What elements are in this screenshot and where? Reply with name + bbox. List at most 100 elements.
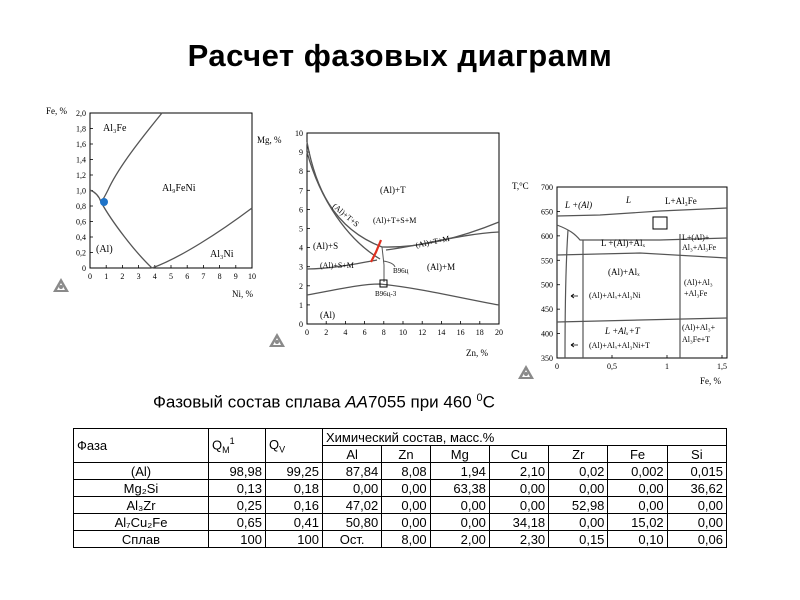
phase-cell: Mg₂Si bbox=[73, 479, 209, 497]
header-element: Cu bbox=[488, 445, 550, 463]
y-tick-label: 0,4 bbox=[76, 233, 86, 242]
x-tick-label: 3 bbox=[137, 272, 141, 281]
y-tick-label: 1,2 bbox=[76, 171, 86, 180]
composition-cell: 15,02 bbox=[607, 513, 668, 531]
composition-cell: 36,62 bbox=[666, 479, 728, 497]
header-element: Zr bbox=[548, 445, 609, 463]
y-tick-label: 0,2 bbox=[76, 249, 86, 258]
composition-cell: 0,10 bbox=[607, 530, 668, 548]
x-tick-label: 6 bbox=[363, 328, 367, 337]
composition-cell: 50,80 bbox=[321, 513, 383, 531]
header-element: Al bbox=[321, 445, 383, 463]
qm-cell: 0,13 bbox=[208, 479, 266, 497]
fe-ni-diagram: 2,0 1,8 1,6 1,4 1,2 1,0 0,8 0,6 0,4 0,2 00 1 2 3 4 5 6 7 8… bbox=[46, 106, 256, 299]
y-tick-label: 0 bbox=[82, 264, 86, 273]
region-l-al-al3fe-b: Al₃+Al₃Fe bbox=[682, 243, 717, 252]
x-tick-label: 10 bbox=[399, 328, 407, 337]
composition-cell: 0,00 bbox=[429, 496, 490, 514]
header-phase: Фаза bbox=[73, 428, 209, 463]
d2-xlabel: Zn, % bbox=[466, 348, 488, 358]
composition-cell: 0,00 bbox=[607, 496, 668, 514]
y-tick-label: 0,6 bbox=[76, 218, 86, 227]
header-element: Zn bbox=[381, 445, 431, 463]
composition-cell: 0,00 bbox=[548, 479, 609, 497]
x-tick-label: 0 bbox=[88, 272, 92, 281]
region-al-alx-al3ni-t: (Al)+Alₓ+Al₃Ni+T bbox=[589, 341, 650, 350]
composition-cell: 8,08 bbox=[381, 462, 431, 480]
region-al: (Al) bbox=[320, 310, 335, 320]
x-tick-label: 18 bbox=[476, 328, 484, 337]
region-al9feni: Al₉FeNi bbox=[162, 183, 196, 194]
region-al-al3-t-a: (Al)+Al₃+ bbox=[682, 323, 716, 332]
region-l-al3fe: L+Al₃Fe bbox=[665, 196, 697, 206]
region-al-s-m: (Al)+S+M bbox=[320, 261, 354, 270]
composition-cell: 47,02 bbox=[321, 496, 383, 514]
composition-cell: 63,38 bbox=[429, 479, 490, 497]
region-al-t: (Al)+T bbox=[380, 185, 406, 195]
software-logo-icon bbox=[269, 333, 285, 347]
y-tick-label: 400 bbox=[541, 330, 553, 339]
region-al: (Al) bbox=[96, 244, 113, 255]
x-tick-label: 7 bbox=[201, 272, 205, 281]
x-tick-label: 0 bbox=[305, 328, 309, 337]
region-al-m: (Al)+M bbox=[427, 262, 455, 272]
composition-cell: 1,94 bbox=[429, 462, 490, 480]
qv-cell: 99,25 bbox=[265, 462, 323, 480]
phase-cell: Al₇Cu₂Fe bbox=[73, 513, 209, 531]
region-al-al3-b: +Al₃Fe bbox=[684, 289, 708, 298]
composition-cell: 0,00 bbox=[381, 496, 431, 514]
header-element: Si bbox=[666, 445, 728, 463]
x-tick-label: 2 bbox=[120, 272, 124, 281]
y-tick-label: 1,4 bbox=[76, 156, 86, 165]
tie-line-highlight bbox=[370, 239, 383, 263]
y-tick-label: 1,0 bbox=[76, 187, 86, 196]
region-l-al: L +(Al) bbox=[564, 200, 592, 210]
y-tick-label: 0,8 bbox=[76, 202, 86, 211]
x-tick-label: 9 bbox=[234, 272, 238, 281]
composition-cell: 0,00 bbox=[488, 496, 550, 514]
composition-cell: 8,00 bbox=[381, 530, 431, 548]
composition-cell: Ост. bbox=[321, 530, 383, 548]
table-row: (Al) 98,98 99,25 87,84 8,08 1,94 2,10 0,02 0,002… bbox=[73, 462, 728, 480]
x-tick-label: 6 bbox=[185, 272, 189, 281]
table-caption: Фазовый состав сплава АА7055 при 460 0С bbox=[153, 392, 495, 412]
x-tick-label: 2 bbox=[324, 328, 328, 337]
qv-cell: 100 bbox=[265, 530, 323, 548]
y-tick-label: 7 bbox=[299, 186, 303, 195]
composition-cell: 0,00 bbox=[488, 479, 550, 497]
d2-ylabel: Mg, % bbox=[257, 135, 282, 145]
table-row: Al₇Cu₂Fe 0,65 0,41 50,80 0,00 0,00 34,18 0,00 15… bbox=[73, 513, 728, 531]
d3-ylabel: T,°C bbox=[512, 181, 529, 191]
header-chem: Химический состав, масс.% bbox=[322, 428, 727, 446]
x-tick-label: 8 bbox=[382, 328, 386, 337]
composition-cell: 0,00 bbox=[381, 479, 431, 497]
region-al-al3-t-b: Al₃Fe+T bbox=[682, 335, 710, 344]
y-tick-label: 450 bbox=[541, 305, 553, 314]
y-tick-label: 600 bbox=[541, 232, 553, 241]
table-row: Mg₂Si 0,13 0,18 0,00 0,00 63,38 0,00 0,00 0,00 36… bbox=[73, 479, 728, 497]
region-l-al-alx: L +(Al)+Alₓ bbox=[601, 238, 646, 248]
header-qv: QV bbox=[265, 428, 323, 463]
slide-title: Расчет фазовых диаграмм bbox=[187, 38, 613, 73]
composition-cell: 0,00 bbox=[607, 479, 668, 497]
y-tick-label: 2 bbox=[299, 282, 303, 291]
y-tick-label: 1 bbox=[299, 301, 303, 310]
software-logo-icon bbox=[53, 278, 69, 292]
y-tick-label: 10 bbox=[295, 129, 303, 138]
y-tick-label: 8 bbox=[299, 167, 303, 176]
table-row: Сплав 100 100 Ост. 8,00 2,00 2,30 0,15 0,10 0,06 bbox=[73, 530, 728, 548]
d1-xlabel: Ni, % bbox=[232, 289, 254, 299]
label-b96c: В96ц bbox=[393, 267, 409, 275]
region-al-al3-a: (Al)+Al₃ bbox=[684, 278, 713, 287]
composition-cell: 0,00 bbox=[548, 513, 609, 531]
composition-cell: 0,00 bbox=[666, 513, 728, 531]
x-tick-label: 0 bbox=[555, 362, 559, 371]
qm-cell: 0,65 bbox=[208, 513, 266, 531]
phase-composition-table: Фаза QM1 QV Химический состав, масс.% Al… bbox=[73, 428, 728, 548]
y-tick-label: 5 bbox=[299, 225, 303, 234]
eutectic-marker bbox=[100, 198, 108, 206]
region-al-t-s-m: (Al)+T+S+M bbox=[373, 216, 416, 225]
x-tick-label: 1 bbox=[104, 272, 108, 281]
x-tick-label: 12 bbox=[418, 328, 426, 337]
region-al3fe: Al₃Fe bbox=[103, 123, 127, 134]
